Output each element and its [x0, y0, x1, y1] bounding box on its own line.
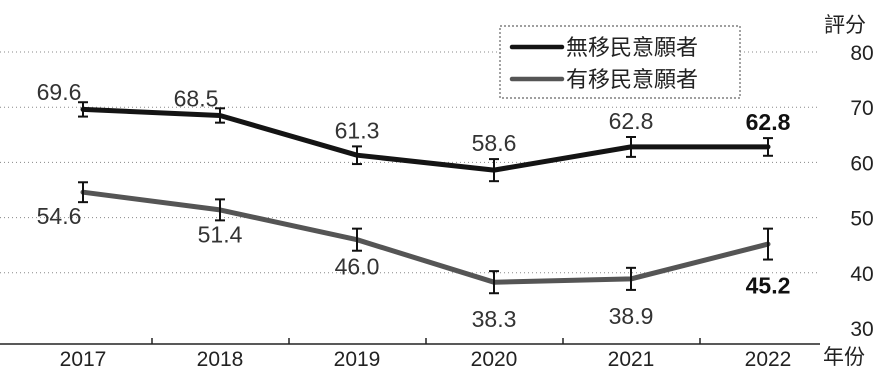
value-label: 62.8	[746, 109, 791, 135]
series-lines	[80, 106, 771, 285]
value-label: 68.5	[174, 85, 219, 111]
grid-lines	[0, 51, 820, 274]
value-label: 38.9	[609, 303, 654, 329]
legend-box	[499, 25, 741, 99]
error-bar	[352, 145, 362, 166]
legend-label-series-1: 無移民意願者	[566, 36, 698, 61]
error-bar	[352, 227, 362, 252]
value-label: 62.8	[609, 108, 654, 134]
error-bar	[626, 266, 636, 291]
x-tick-label: 2019	[334, 348, 381, 371]
error-bar	[763, 137, 773, 157]
value-labels: 69.6 68.5 61.3 58.6 62.8 62.8 54.6 51.4 46.0 38.3…	[37, 79, 791, 332]
error-bar	[489, 158, 499, 183]
x-tick-label: 2022	[745, 348, 792, 371]
value-label: 51.4	[198, 221, 243, 247]
x-axis-ticks: 2017 2018 2019 2020 2021 2022	[60, 348, 792, 371]
value-label: 45.2	[746, 273, 791, 299]
error-bar	[626, 136, 636, 158]
y-tick-label: 40	[850, 263, 873, 286]
y-tick-label: 50	[850, 208, 873, 231]
value-label: 54.6	[37, 203, 82, 229]
series-line-1	[80, 106, 771, 173]
error-bar	[215, 198, 225, 222]
error-bars	[78, 101, 773, 295]
legend-label-series-2: 有移民意願者	[566, 68, 698, 93]
x-tick-label: 2020	[471, 348, 518, 371]
error-bar	[78, 101, 88, 118]
value-label: 69.6	[37, 79, 82, 105]
x-tick-label: 2018	[197, 348, 244, 371]
y-tick-label: 80	[850, 42, 873, 65]
x-axis-title: 年份	[823, 345, 865, 369]
error-bar	[489, 270, 499, 295]
x-tick-label: 2021	[608, 348, 655, 371]
x-tick-label: 2017	[60, 348, 107, 371]
legend: 無移民意願者 有移民意願者	[499, 25, 741, 99]
y-tick-label: 30	[850, 318, 873, 341]
y-axis-title: 評分	[824, 13, 866, 37]
error-bar	[215, 107, 225, 124]
value-label: 58.6	[472, 130, 517, 156]
error-bar	[78, 181, 88, 204]
series-line-2	[80, 189, 771, 285]
value-label: 46.0	[335, 254, 380, 280]
error-bar	[763, 227, 773, 261]
y-axis-ticks: 30 40 50 60 70 80	[850, 42, 873, 341]
y-tick-label: 60	[850, 152, 873, 175]
value-label: 61.3	[335, 117, 380, 143]
y-tick-label: 70	[850, 97, 873, 120]
value-label: 38.3	[472, 306, 517, 332]
x-axis	[0, 338, 820, 345]
